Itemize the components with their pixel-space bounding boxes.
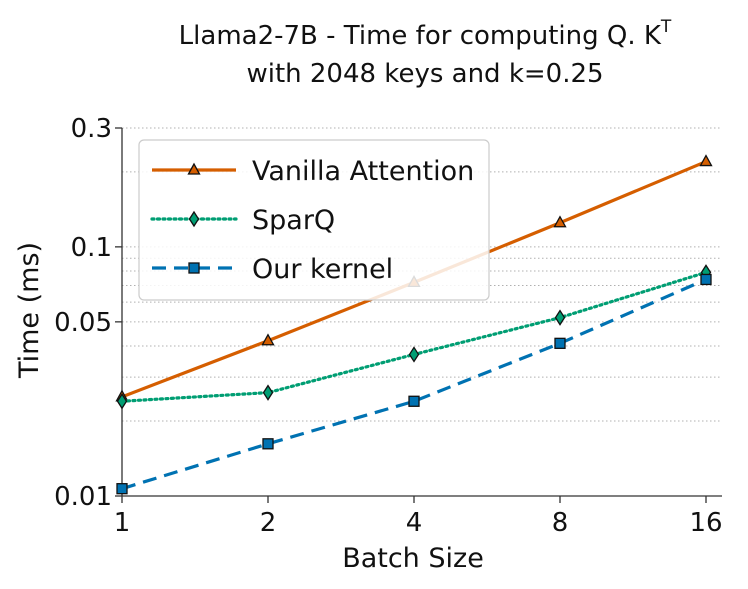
series-line-our-kernel <box>121 277 707 491</box>
data-point-our-kernel <box>554 337 566 349</box>
x-axis-label: Batch Size <box>342 543 484 574</box>
legend-box <box>138 139 490 301</box>
legend-label-vanilla-attention: Vanilla Attention <box>252 156 474 187</box>
data-point-vanilla-attention <box>699 154 713 167</box>
ticks: 1 2 4 8 16 0.01 0.05 0.1 0.3 <box>54 114 722 538</box>
series <box>115 154 713 495</box>
legend-marker-our-kernel <box>188 262 200 274</box>
data-point-sparq <box>408 346 420 363</box>
x-tick-label: 4 <box>406 508 423 538</box>
legend: Vanilla Attention SparQ Our kernel <box>138 139 490 301</box>
chart-title-line1: Llama2-7B - Time for computing Q. KT <box>179 17 672 51</box>
y-tick-label: 0.05 <box>54 308 112 338</box>
data-point-sparq <box>116 393 128 410</box>
x-tick-label: 16 <box>689 508 722 538</box>
y-tick-label: 0.01 <box>54 482 112 512</box>
legend-label-our-kernel: Our kernel <box>252 254 393 285</box>
data-point-vanilla-attention <box>261 333 275 346</box>
data-point-sparq <box>262 384 274 401</box>
data-point-our-kernel <box>700 273 712 286</box>
data-point-our-kernel <box>262 438 274 450</box>
data-point-sparq <box>554 309 566 326</box>
legend-label-sparq: SparQ <box>252 205 335 236</box>
axes <box>121 128 722 497</box>
data-point-our-kernel <box>116 483 128 495</box>
data-point-our-kernel <box>408 395 420 407</box>
x-tick-label: 1 <box>114 508 131 538</box>
legend-marker-vanilla-attention <box>187 162 201 175</box>
x-tick-label: 2 <box>260 508 277 538</box>
chart-title-line2: with 2048 keys and k=0.25 <box>246 59 603 89</box>
y-tick-label: 0.1 <box>71 233 112 263</box>
y-tick-label: 0.3 <box>71 114 112 144</box>
legend-marker-sparq <box>188 210 200 228</box>
x-tick-label: 8 <box>552 508 569 538</box>
data-point-vanilla-attention <box>553 215 567 228</box>
y-axis-label: Time (ms) <box>14 242 45 379</box>
